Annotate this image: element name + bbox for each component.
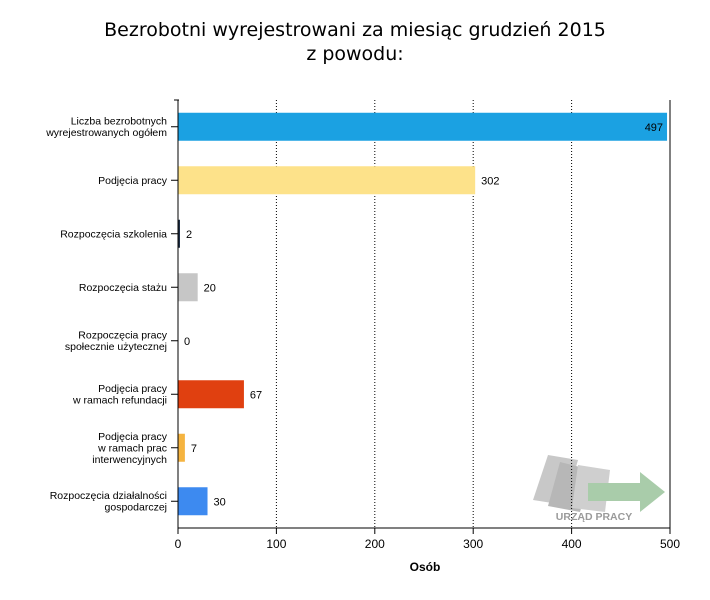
- x-axis-title: Osób: [410, 560, 441, 574]
- category-label: Rozpoczęcia pracy społecznie użytecznej: [65, 330, 168, 354]
- category-label: Rozpoczęcia szkolenia: [60, 228, 167, 240]
- bar: [178, 380, 244, 409]
- x-tick-label: 100: [266, 537, 286, 551]
- bar: [178, 487, 208, 516]
- grid-lines: [275, 100, 671, 528]
- data-label: 67: [250, 389, 262, 401]
- bar: [178, 273, 198, 302]
- category-label: Podjęcia pracy: [98, 175, 168, 187]
- bar: [178, 112, 668, 141]
- data-label: 2: [186, 229, 192, 241]
- urzad-pracy-logo: URZĄD PRACY: [533, 455, 665, 523]
- bars: [178, 112, 668, 516]
- x-tick-label: 400: [562, 537, 582, 551]
- x-tick-label: 0: [175, 537, 182, 551]
- data-label: 302: [481, 175, 499, 187]
- data-label: 20: [204, 282, 216, 294]
- category-label: Rozpoczęcia stażu: [79, 282, 167, 294]
- data-label: 7: [191, 443, 197, 455]
- logo-text: URZĄD PRACY: [556, 511, 632, 523]
- x-tick-label: 300: [463, 537, 483, 551]
- axes: [171, 99, 671, 534]
- bar: [178, 433, 185, 462]
- x-tick-label: 500: [660, 537, 680, 551]
- data-label: 497: [645, 122, 663, 134]
- category-label: Rozpoczęcia działalności gospodarczej: [50, 490, 167, 514]
- data-label: 30: [214, 496, 226, 508]
- chart-title-line-2: z powodu:: [306, 43, 404, 65]
- data-label: 0: [184, 336, 190, 348]
- x-tick-label: 200: [365, 537, 385, 551]
- category-label: Podjęcia pracy w ramach prac interwencyjny…: [92, 431, 167, 466]
- bar: [178, 166, 476, 195]
- category-label: Podjęcia pracy w ramach refundacji: [72, 383, 168, 407]
- chart-title: Bezrobotni wyrejestrowani za miesiąc gru…: [0, 18, 710, 66]
- chart-title-line-1: Bezrobotni wyrejestrowani za miesiąc gru…: [104, 19, 606, 41]
- bar: [178, 219, 180, 248]
- labels: 497 Liczba bezrobotnych wyrejestrowanych o…: [45, 116, 680, 552]
- category-label: Liczba bezrobotnych wyrejestrowanych ogół…: [45, 116, 167, 140]
